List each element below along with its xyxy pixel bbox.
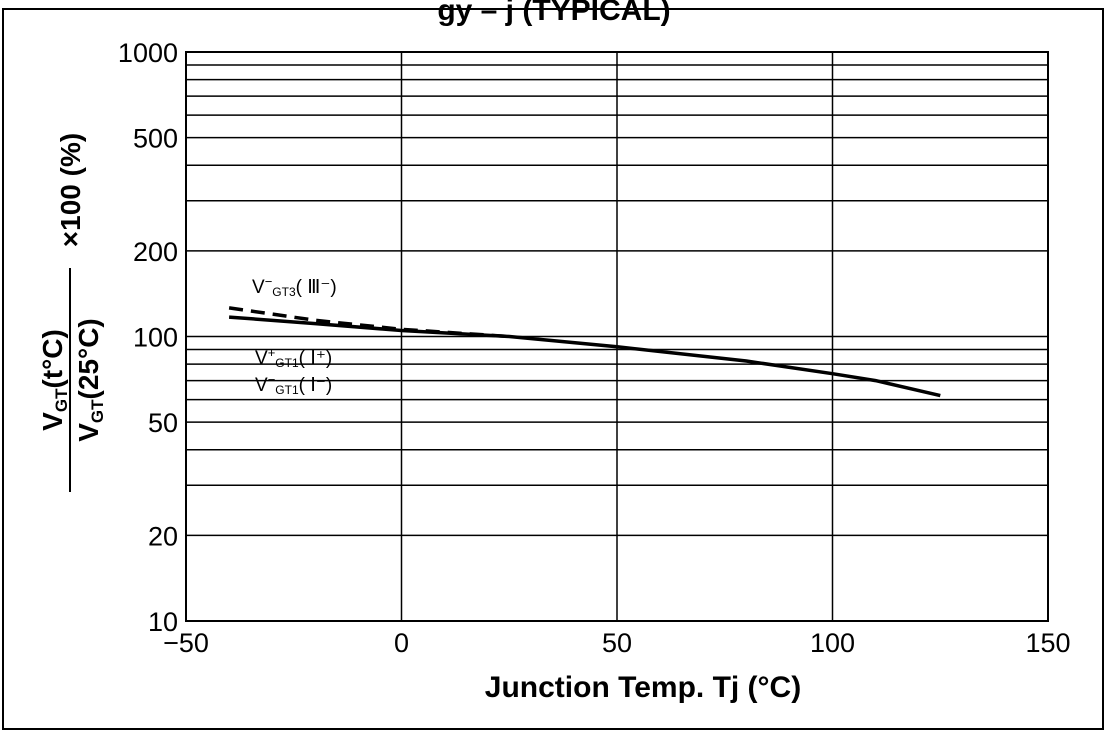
y-tick-label: 500 bbox=[133, 124, 178, 154]
y-tick-label: 10 bbox=[148, 607, 178, 637]
x-tick-label: 100 bbox=[810, 628, 855, 658]
y-tick-label: 1000 bbox=[118, 38, 178, 68]
y-label-numerator: VGT(t°C) bbox=[37, 329, 71, 431]
x-tick-label: 150 bbox=[1025, 628, 1070, 658]
y-tick-label: 200 bbox=[133, 237, 178, 267]
y-tick-label: 50 bbox=[148, 408, 178, 438]
y-tick-label: 20 bbox=[148, 521, 178, 551]
annotations: V−GT3( Ⅲ⁻) V+GT1( Ⅰ⁺) V−GT1( Ⅰ⁻) bbox=[252, 274, 337, 397]
grid bbox=[186, 52, 1048, 621]
y-axis-label: VGT(t°C) VGT(25°C) ×100 (%) bbox=[37, 133, 107, 492]
x-tick-label: 50 bbox=[602, 628, 632, 658]
y-tick-labels: 10 20 50 100 200 500 1000 bbox=[118, 38, 178, 637]
series-line-gt3 bbox=[228, 306, 510, 339]
y-tick-label: 100 bbox=[133, 323, 178, 353]
annotation-gt1-plus: V+GT1( Ⅰ⁺) bbox=[255, 345, 332, 370]
chart-title-fragment: gy – j (TYPICAL) bbox=[437, 0, 671, 27]
plot-border bbox=[185, 51, 1049, 622]
x-tick-labels: −50 0 50 100 150 bbox=[163, 628, 1070, 658]
series-line-gt1 bbox=[228, 315, 941, 398]
y-label-suffix: ×100 (%) bbox=[55, 133, 86, 247]
annotation-gt1-minus: V−GT1( Ⅰ⁻) bbox=[255, 372, 332, 397]
series-lines bbox=[228, 306, 941, 398]
annotation-gt3: V−GT3( Ⅲ⁻) bbox=[252, 274, 337, 299]
y-label-denominator: VGT(25°C) bbox=[73, 318, 107, 442]
x-axis-label: Junction Temp. Tj (°C) bbox=[485, 671, 801, 704]
x-tick-label: 0 bbox=[394, 628, 409, 658]
x-tick-label: −50 bbox=[163, 628, 209, 658]
